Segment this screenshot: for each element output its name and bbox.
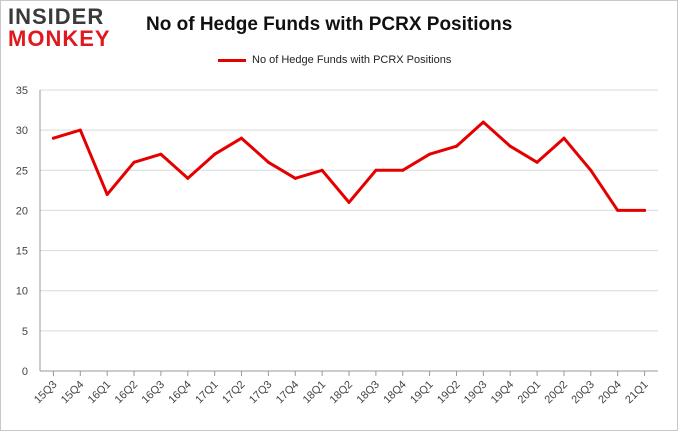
y-tick-label: 35 (16, 85, 28, 97)
y-tick-label: 25 (16, 165, 28, 177)
x-tick-label: 17Q1 (193, 379, 221, 407)
logo-line-1: INSIDER (8, 4, 105, 29)
x-tick-label: 20Q2 (543, 379, 571, 407)
data-point (266, 160, 270, 164)
x-tick-label: 19Q2 (435, 379, 463, 407)
data-point (481, 120, 485, 124)
data-point (159, 152, 163, 156)
x-tick-label: 16Q4 (166, 379, 194, 407)
x-tick-label: 15Q4 (59, 379, 87, 407)
data-point (535, 160, 539, 164)
y-tick-label: 0 (22, 366, 28, 378)
logo-line-2: MONKEY (8, 26, 111, 51)
data-point (51, 136, 55, 140)
x-tick-label: 16Q2 (113, 379, 141, 407)
data-point (240, 136, 244, 140)
data-point (589, 168, 593, 172)
series-line (51, 120, 647, 212)
x-tick-label: 20Q4 (596, 379, 624, 407)
x-tick-label: 16Q1 (86, 379, 114, 407)
data-point (186, 176, 190, 180)
y-tick-label: 10 (16, 286, 28, 298)
legend-label: No of Hedge Funds with PCRX Positions (252, 54, 452, 66)
data-point (105, 192, 109, 196)
x-tick-label: 18Q3 (354, 379, 382, 407)
data-point (428, 152, 432, 156)
x-tick-label: 19Q3 (462, 379, 490, 407)
chart-title: No of Hedge Funds with PCRX Positions (146, 14, 513, 35)
legend-swatch (218, 58, 246, 62)
data-point (643, 208, 647, 212)
data-point (320, 168, 324, 172)
data-point (401, 168, 405, 172)
x-tick-label: 18Q1 (301, 379, 329, 407)
x-tick-label: 17Q3 (247, 379, 275, 407)
y-tick-label: 15 (16, 246, 28, 258)
data-point (454, 144, 458, 148)
x-tick-label: 20Q1 (516, 379, 544, 407)
data-point (616, 208, 620, 212)
data-point (293, 176, 297, 180)
x-tick-label: 21Q1 (623, 379, 651, 407)
insider-monkey-logo: INSIDER MONKEY (8, 6, 126, 56)
x-tick-label: 17Q2 (220, 379, 248, 407)
x-tick-label: 16Q3 (140, 379, 168, 407)
data-point (347, 200, 351, 204)
x-tick-label: 20Q3 (569, 379, 597, 407)
chart-legend: No of Hedge Funds with PCRX Positions (218, 54, 451, 66)
data-point (374, 168, 378, 172)
y-tick-label: 5 (22, 326, 28, 338)
y-tick-label: 30 (16, 125, 28, 137)
data-point (213, 152, 217, 156)
x-tick-label: 19Q4 (489, 379, 517, 407)
x-tick-label: 19Q1 (408, 379, 436, 407)
data-point (508, 144, 512, 148)
y-tick-label: 20 (16, 205, 28, 217)
x-tick-label: 17Q4 (274, 379, 302, 407)
x-tick-label: 18Q4 (381, 379, 409, 407)
data-point (78, 128, 82, 132)
x-tick-label: 15Q3 (32, 379, 60, 407)
x-tick-label: 18Q2 (328, 379, 356, 407)
data-point (562, 136, 566, 140)
data-point (132, 160, 136, 164)
